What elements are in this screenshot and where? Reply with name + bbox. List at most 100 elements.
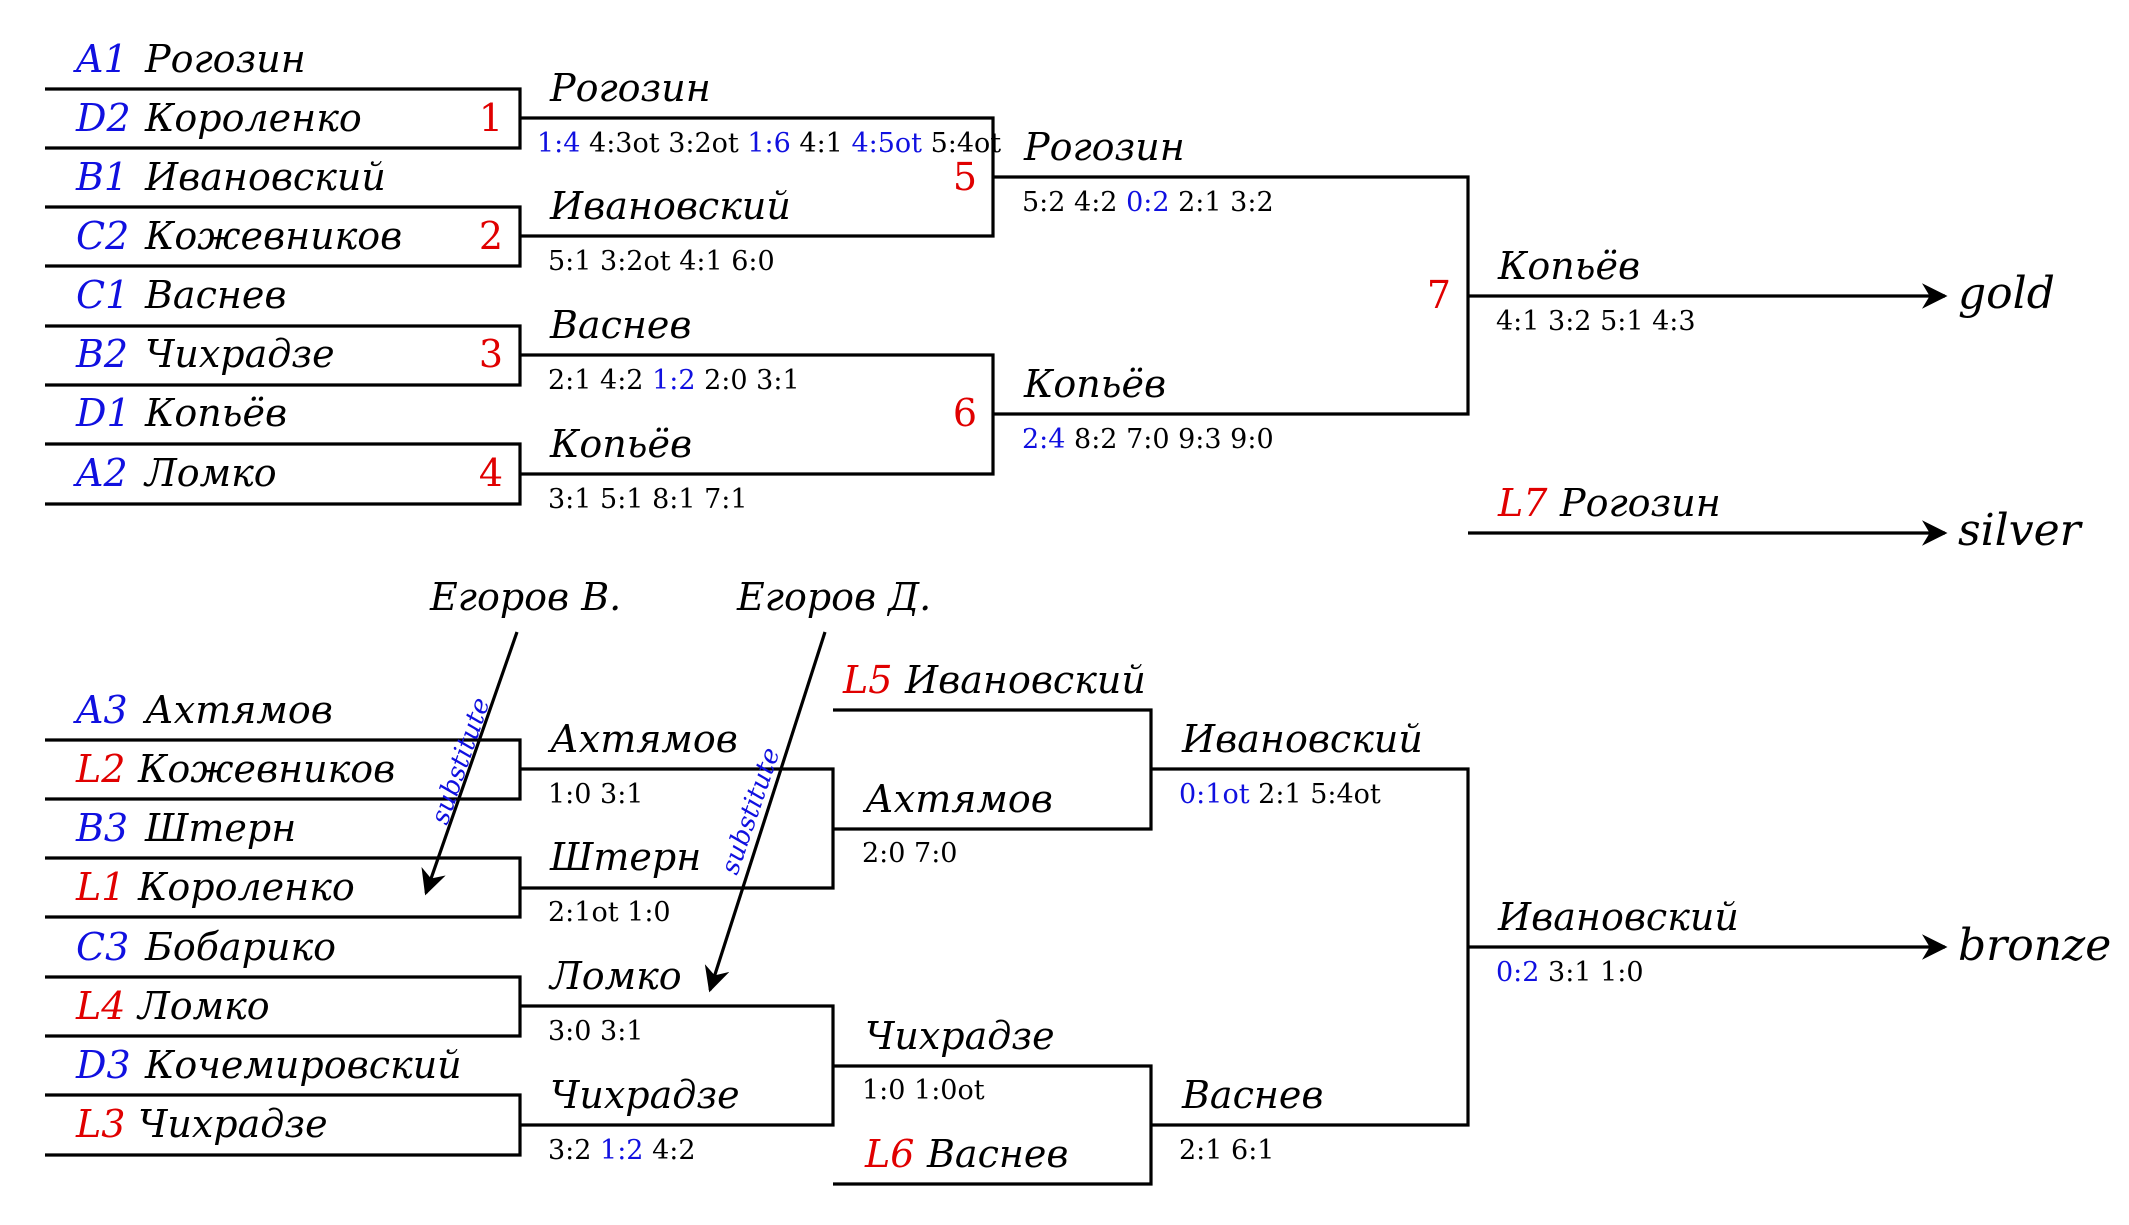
score: 1:0ot [905, 1075, 984, 1106]
upper-seed-6: B2 Чихрадзе [75, 332, 335, 376]
score: 3:2 [1222, 187, 1274, 218]
score: 1:0 [548, 779, 591, 810]
upper-seed-3: B1 Ивановский [75, 155, 386, 199]
score: 3:1 [591, 1016, 643, 1047]
substitute-arrow-2 [704, 631, 827, 993]
scores-lower-5: 2:0 7:0 [862, 838, 958, 869]
seed-code: D2 [75, 96, 131, 140]
substitute-label-1: substitute [425, 694, 496, 828]
score: 4:1 [671, 246, 723, 277]
player-name: Ломко [143, 451, 277, 495]
match-number-3: 3 [479, 332, 503, 376]
score: 9:3 [1170, 424, 1222, 455]
seed-code: B3 [75, 806, 128, 850]
match-number-6: 6 [953, 391, 977, 435]
seed-code: L5 [842, 658, 892, 702]
score: 6:0 [723, 246, 775, 277]
score: 5:2 [1022, 187, 1065, 218]
winner-match-4: Копьёв [549, 422, 692, 466]
score: 3:2ot [660, 128, 739, 159]
winner-match-5: Рогозин [1023, 125, 1185, 169]
upper-seed-2: D2 Короленко [75, 96, 362, 140]
scores-lower-4: 3:2 1:2 4:2 [548, 1135, 696, 1166]
score: 8:1 [644, 484, 696, 515]
seed-code: L4 [75, 984, 125, 1028]
score: 4:2 [644, 1135, 696, 1166]
match-number-5: 5 [953, 155, 977, 199]
lower-seed-6: L4 Ломко [75, 984, 270, 1028]
scores-lower-6: 1:0 1:0ot [862, 1075, 985, 1106]
lower-seed-5: C3 Бобарико [76, 925, 336, 969]
gold-label: gold [1958, 268, 2055, 319]
scores-lower-8: 2:1 6:1 [1179, 1135, 1275, 1166]
score: 0:1ot [1179, 779, 1250, 810]
winner-bronze-match: Ивановский [1497, 895, 1739, 939]
bronze-label: bronze [1958, 920, 2111, 971]
score: 1:4 [537, 128, 580, 159]
score: 3:2ot [591, 246, 670, 277]
scores-match-4: 3:1 5:1 8:1 7:1 [548, 484, 748, 515]
score: 1:0 [862, 1075, 905, 1106]
player-name: Васнев [144, 273, 287, 317]
score: 9:0 [1222, 424, 1274, 455]
player-name: Чихрадзе [138, 1102, 328, 1146]
lower-seed-1: A3 Ахтямов [73, 688, 333, 732]
score: 8:2 [1065, 424, 1117, 455]
player-name: Ивановский [144, 155, 386, 199]
scores-match-1: 1:4 4:3ot 3:2ot 1:6 4:1 4:5ot 5:4ot [537, 128, 1001, 159]
seed-code: C2 [76, 214, 129, 258]
score: 2:0 [696, 365, 748, 396]
seed-code: L1 [75, 865, 125, 909]
player-name: Кочемировский [144, 1043, 462, 1087]
winner-match-6: Копьёв [1023, 362, 1166, 406]
substitute-arrow-1 [421, 631, 519, 896]
seed-code: C1 [76, 273, 129, 317]
seed-code: B2 [75, 332, 128, 376]
score: 5:4ot [1302, 779, 1381, 810]
player-name: Рогозин [1559, 481, 1721, 525]
score: 3:1 [1539, 957, 1591, 988]
scores-bronze-match: 0:2 3:1 1:0 [1496, 957, 1644, 988]
score: 1:2 [591, 1135, 643, 1166]
score: 4:2 [1065, 187, 1117, 218]
scores-match-7: 4:1 3:2 5:1 4:3 [1496, 306, 1696, 337]
score: 0:2 [1118, 187, 1170, 218]
score: 4:5ot [843, 128, 922, 159]
score: 0:2 [1496, 957, 1539, 988]
player-name: Рогозин [144, 37, 306, 81]
seed-code: L6 [864, 1132, 914, 1176]
player-name: Короленко [137, 865, 355, 909]
scores-lower-2: 2:1ot 1:0 [548, 897, 671, 928]
lower-entry-l5: L5 Ивановский [842, 658, 1146, 702]
score: 2:1 [548, 365, 591, 396]
winner-lower-2: Штерн [549, 835, 701, 879]
seed-code: D1 [75, 391, 131, 435]
winner-lower-6: Чихрадзе [865, 1014, 1055, 1058]
score: 7:1 [696, 484, 748, 515]
score: 2:1 [1179, 1135, 1222, 1166]
player-name: Кожевников [137, 747, 395, 791]
score: 2:1 [1170, 187, 1222, 218]
score: 2:0 [862, 838, 905, 869]
scores-match-3: 2:1 4:2 1:2 2:0 3:1 [548, 365, 800, 396]
winner-match-2: Ивановский [549, 184, 791, 228]
score: 6:1 [1222, 1135, 1274, 1166]
score: 2:1 [1250, 779, 1302, 810]
score: 1:2 [644, 365, 696, 396]
score: 2:4 [1022, 424, 1065, 455]
score: 5:1 [1592, 306, 1644, 337]
upper-seed-8: A2 Ломко [73, 451, 277, 495]
player-name: Ивановский [904, 658, 1146, 702]
seed-code: L3 [75, 1102, 125, 1146]
seed-code: A3 [73, 688, 128, 732]
score: 4:3 [1644, 306, 1696, 337]
seed-code: B1 [75, 155, 128, 199]
score: 3:2 [1539, 306, 1591, 337]
winner-lower-7: Ивановский [1181, 717, 1423, 761]
lower-seed-8: L3 Чихрадзе [75, 1102, 328, 1146]
scores-match-2: 5:1 3:2ot 4:1 6:0 [548, 246, 775, 277]
player-name: Короленко [144, 96, 362, 140]
winner-match-7: Копьёв [1497, 244, 1640, 288]
winner-match-1: Рогозин [549, 66, 711, 110]
